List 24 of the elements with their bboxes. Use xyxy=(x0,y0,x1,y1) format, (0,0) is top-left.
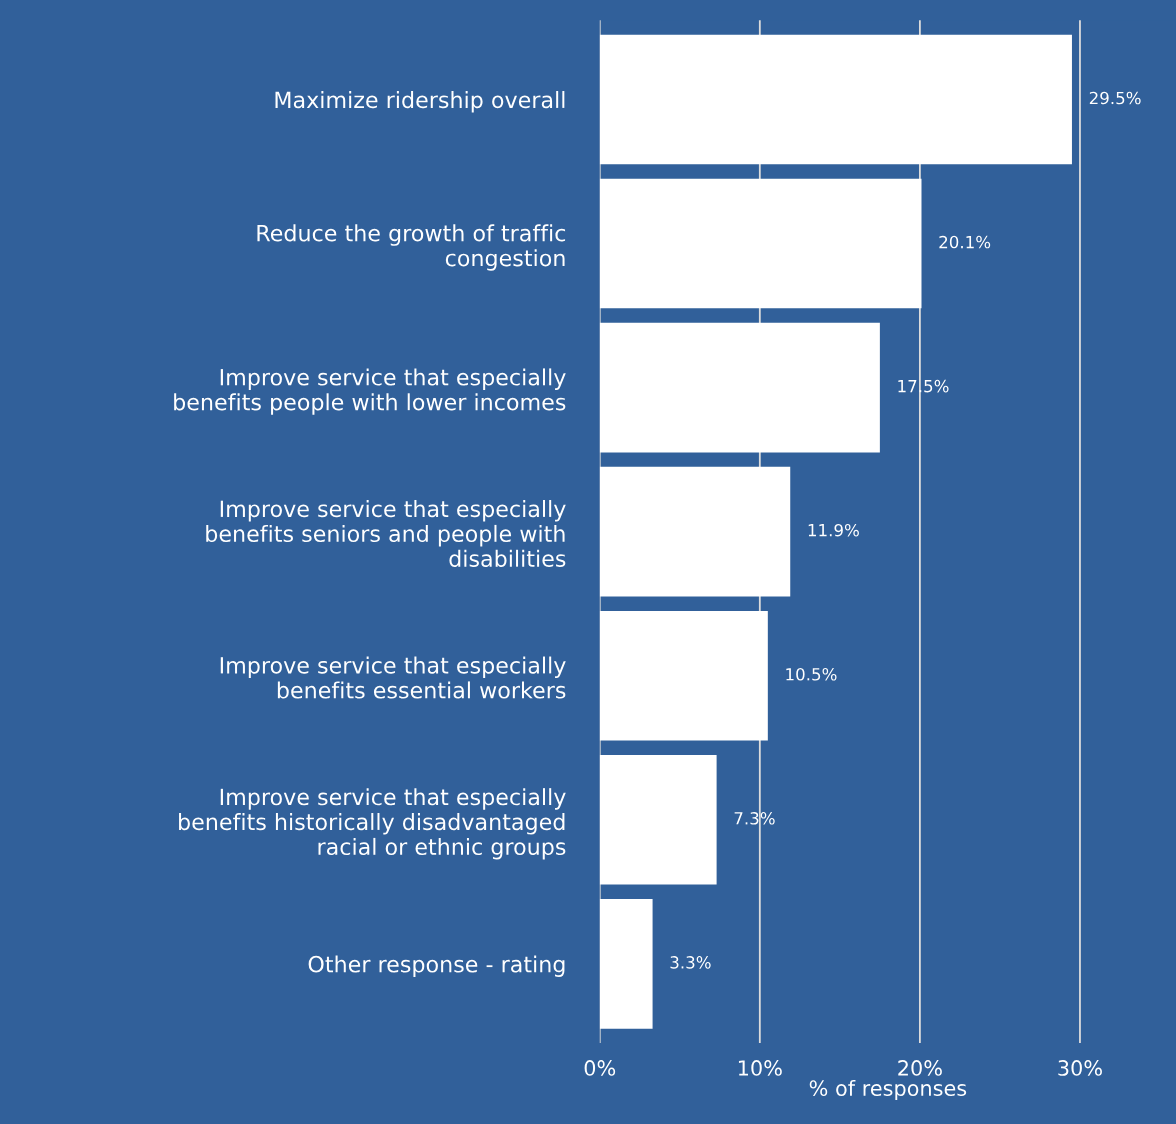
y-tick-label: Improve service that especially benefits essential workers xyxy=(220,656,566,699)
bar xyxy=(599,34,1072,165)
y-tick-label: Reduce the growth of traffic congestion xyxy=(257,224,566,271)
y-tick-label: Improve service that especially benefits seniors and people with disabilities xyxy=(206,500,566,567)
y-tick-label: Improve service that especially benefits people with lower incomes xyxy=(174,368,566,415)
data-label: 29.5% xyxy=(1089,91,1141,105)
x-tick-label: 30% xyxy=(1058,1060,1102,1076)
bar xyxy=(599,178,922,309)
x-tick-label: 20% xyxy=(898,1060,942,1076)
bar xyxy=(599,322,880,453)
y-tick-label: Maximize ridership overall xyxy=(275,91,565,113)
data-label: 11.9% xyxy=(808,523,859,537)
bar xyxy=(599,899,653,1029)
bar xyxy=(599,610,768,741)
bar xyxy=(599,754,717,885)
x-tick-label: 0% xyxy=(584,1060,616,1076)
data-label: 20.1% xyxy=(939,235,991,249)
data-label: 10.5% xyxy=(786,667,837,681)
x-axis-title: % of responses xyxy=(809,1079,967,1101)
data-label: 3.3% xyxy=(670,956,711,969)
x-tick-label: 10% xyxy=(738,1060,782,1076)
bar xyxy=(599,466,791,597)
y-tick-label: Improve service that especially benefits historically disadvantaged racial or ethnic groups xyxy=(179,788,566,860)
y-tick-label: Other response - rating xyxy=(308,955,565,977)
